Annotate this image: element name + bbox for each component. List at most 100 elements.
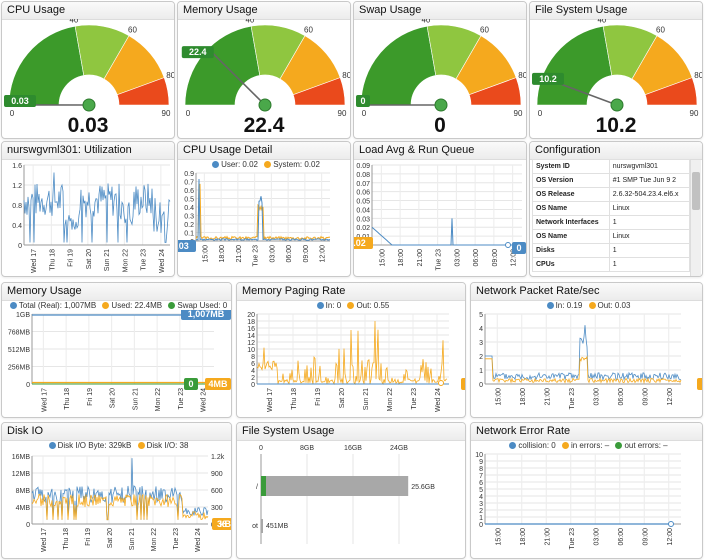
panel-title: Memory Usage <box>2 283 231 301</box>
gauge-scale-label: 60 <box>304 26 313 35</box>
x-tick-label: 0 <box>259 445 263 452</box>
x-tick-label: Sun 21 <box>104 249 111 271</box>
y-tick-label: 0.2 <box>184 222 194 229</box>
y2-tick-label: 600 <box>211 488 223 495</box>
legend-used[interactable]: Used: 22.4MB <box>111 301 163 310</box>
fs-bar-used <box>261 476 409 496</box>
legend-in[interactable]: In: 0.19 <box>555 301 583 310</box>
y-tick-label: 5 <box>479 312 483 319</box>
scroll-thumb[interactable] <box>692 172 700 210</box>
utilization-chart: 1.6 1.2 0.8 0.4 0 Wed 17 Thu 18 Fri 19 Sat 20 Sun… <box>12 163 171 273</box>
legend-dot <box>546 302 554 309</box>
x-tick-label: Thu 18 <box>49 249 56 271</box>
value-flag-text: 38 <box>217 519 227 529</box>
y-tick-label: 1GB <box>16 312 30 319</box>
config-row: OS Name Linux <box>532 201 691 216</box>
gauge-flag-value: 10.2 <box>539 74 557 84</box>
fs-bar-used <box>261 519 263 533</box>
y-tick-label: 16 <box>247 326 255 333</box>
panel-title: Network Packet Rate/sec <box>471 283 702 301</box>
y-tick-label: 0.04 <box>356 207 370 214</box>
legend-collision[interactable]: collision: 0 <box>518 441 556 450</box>
series-end-marker <box>505 242 511 248</box>
config-key: Network Interfaces <box>532 215 610 230</box>
y-tick-label: 16MB <box>12 454 31 461</box>
x-tick-label: 15:00 <box>495 388 502 406</box>
config-key: Disks <box>532 243 610 258</box>
configuration-scrollbar[interactable] <box>690 160 701 276</box>
gauge-hub <box>610 98 624 112</box>
panel-title: Network Error Rate <box>471 423 702 441</box>
gauge-flag-value: 0.03 <box>11 96 29 106</box>
legend-out[interactable]: Out: 0.03 <box>597 301 631 310</box>
y-tick-label: 1 <box>479 368 483 375</box>
network-packet-panel: Network Packet Rate/sec In: 0.19 Out: 0.… <box>470 282 703 418</box>
network-packet-chart: 5 4 3 2 1 0 15:00 18:00 21:00 Tue 23 03:00 06:00 09:… <box>479 312 702 410</box>
legend-user[interactable]: User: 0.02 <box>221 160 258 169</box>
chart-legend: In: 0.19 Out: 0.03 <box>471 301 702 310</box>
fs-mount-label: ot <box>252 523 258 530</box>
x-tick-label: Wed 17 <box>41 528 48 552</box>
y-tick-label: 9 <box>479 459 483 466</box>
x-tick-label: Tue 23 <box>569 388 576 410</box>
legend-dot <box>347 302 355 309</box>
x-tick-label: Tue 23 <box>173 528 180 550</box>
y-tick-label: 7 <box>479 473 483 480</box>
value-flag <box>181 310 231 320</box>
value-flag <box>205 378 231 390</box>
x-tick-label: Tue 23 <box>253 245 260 267</box>
config-row: CPUs 1 <box>532 257 691 272</box>
legend-in[interactable]: In: 0 <box>325 301 342 310</box>
y-tick-label: 4 <box>479 326 483 333</box>
legend-swap[interactable]: Swap Used: 0 <box>177 301 228 310</box>
configuration-table: System ID nurswgvml301 OS Version #1 SMP Tu… <box>532 159 691 272</box>
legend-total[interactable]: Total (Real): 1,007MB <box>18 301 97 310</box>
config-value: Linux <box>608 229 691 244</box>
y-tick-label: 12MB <box>12 471 31 478</box>
legend-out-errors[interactable]: out errors: – <box>624 441 668 450</box>
x-tick-label: 06:00 <box>618 388 625 406</box>
x-tick-label: Wed 24 <box>195 528 202 552</box>
gauge-scale-label: 90 <box>338 109 347 118</box>
gauge-scale-label: 60 <box>480 26 489 35</box>
legend-system[interactable]: System: 0.02 <box>273 160 320 169</box>
config-value: 2.6.32-504.23.4.el6.x <box>608 187 691 202</box>
legend-out[interactable]: Out: 0.55 <box>356 301 390 310</box>
x-tick-label: Fri 19 <box>68 249 75 267</box>
legend-io[interactable]: Disk I/O: 38 <box>146 441 189 450</box>
x-tick-label: Tue 23 <box>569 528 576 550</box>
gauge-band <box>184 25 261 106</box>
load-avg-chart: 0.090.080.070.060.050.040.030.020.01015:… <box>354 163 526 271</box>
network-error-panel: Network Error Rate collision: 0 in error… <box>470 422 703 559</box>
x-tick-label: Sun 21 <box>132 388 139 410</box>
x-tick-label: 06:00 <box>286 245 293 263</box>
swap-usage-panel: Swap Usage 0 40 60 80 90 0 0 <box>353 1 527 139</box>
y-tick-label: 0 <box>26 522 30 529</box>
gauge-scale-label: 0 <box>186 109 191 118</box>
panel-title: Load Avg & Run Queue <box>354 142 526 160</box>
x-tick-label: Mon 22 <box>387 388 394 411</box>
disk-io-panel: Disk IO Disk I/O Byte: 329kB Disk I/O: 3… <box>1 422 232 559</box>
legend-byte[interactable]: Disk I/O Byte: 329kB <box>57 441 132 450</box>
x-tick-label: 12:00 <box>320 245 327 263</box>
y-tick-label: 0.8 <box>12 203 22 210</box>
legend-dot <box>509 442 517 449</box>
y-tick-label: 0.4 <box>12 223 22 230</box>
x-tick-label: 09:00 <box>642 528 649 546</box>
x-tick-label: 06:00 <box>473 249 480 267</box>
config-value: 1 <box>608 257 691 272</box>
x-tick-label: 18:00 <box>520 388 527 406</box>
value-flag <box>512 242 526 254</box>
utilization-line <box>23 172 171 243</box>
x-tick-label: 18:00 <box>520 528 527 546</box>
value-flag-unit: kB <box>219 519 231 529</box>
panel-title: nurswgvml301: Utilization <box>2 142 174 160</box>
x-tick-label: 12:00 <box>667 528 674 546</box>
cpu-detail-panel: CPU Usage Detail User: 0.02 System: 0.02… <box>177 141 351 277</box>
config-row: Disks 1 <box>532 243 691 258</box>
panel-title: CPU Usage Detail <box>178 142 350 160</box>
gauge-hub <box>258 98 272 112</box>
legend-in-errors[interactable]: in errors: – <box>570 441 610 450</box>
x-tick-label: Thu 18 <box>64 388 71 410</box>
